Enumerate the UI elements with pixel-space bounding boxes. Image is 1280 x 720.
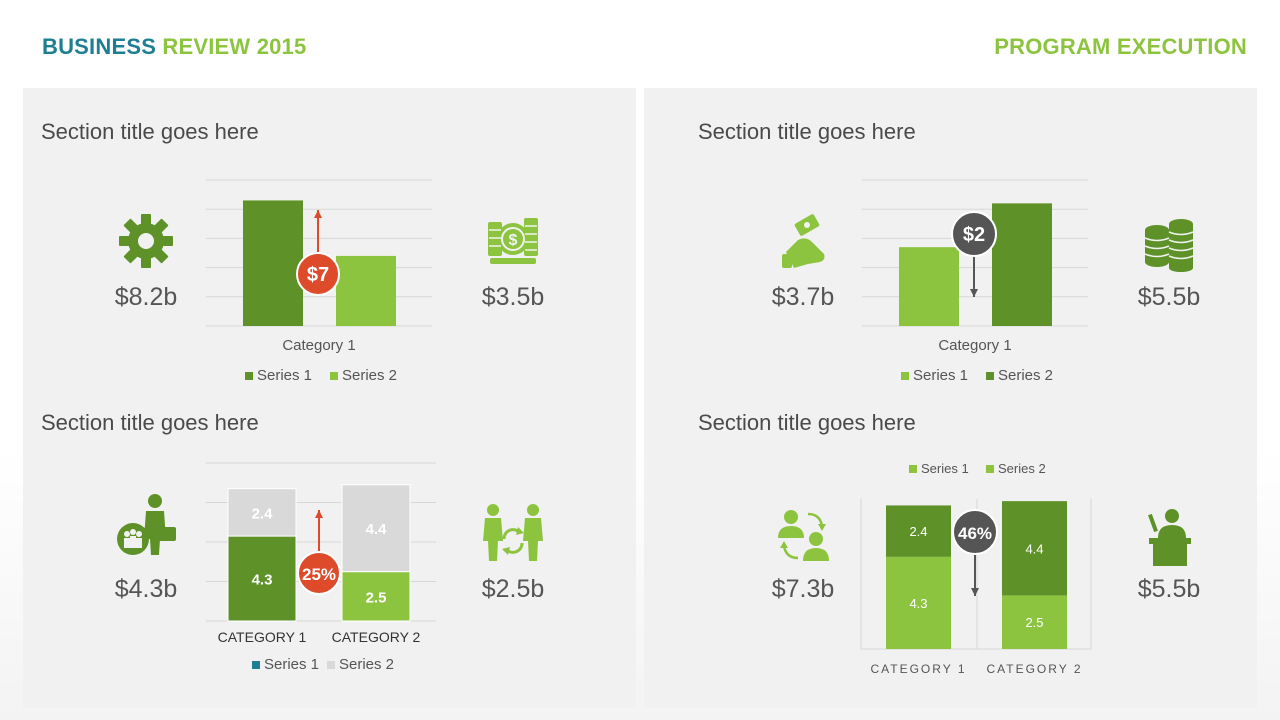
page-subtitle: PROGRAM EXECUTION [994, 34, 1247, 59]
badge-circle [952, 509, 998, 555]
people-exchange-icon [483, 504, 543, 561]
data-label: 2.5 [366, 589, 387, 606]
section-1-right-value: $3.5b [481, 283, 545, 311]
chart-1: Category 1 Series 1 Series 2 $7 [206, 179, 432, 384]
legend-swatch [986, 372, 994, 380]
x-tick-label: CATEGORY 2 [986, 662, 1082, 676]
badge-arrow-head [971, 588, 979, 596]
legend-label: Series 2 [998, 367, 1053, 384]
chart-4: Series 1 Series 2 4.3 2.4 CATEGORY 1 2.5 4.4 CA… [860, 461, 1092, 676]
data-label: 2.4 [252, 505, 274, 522]
section-1-left-value: $8.2b [114, 283, 178, 311]
data-label: 4.3 [909, 596, 927, 611]
section-title-1: Section title goes here [41, 119, 259, 144]
legend-swatch [901, 372, 909, 380]
bar-series-1 [899, 247, 959, 326]
legend-swatch [252, 661, 260, 669]
badge-label: 25% [302, 565, 336, 584]
data-label: 4.3 [252, 572, 273, 589]
section-title-2: Section title goes here [698, 119, 916, 144]
bar-segment [227, 488, 297, 537]
data-label: 4.4 [366, 521, 388, 538]
section-title-4: Section title goes here [698, 410, 916, 435]
bar-segment [227, 535, 297, 622]
left-panel [23, 88, 636, 708]
legend-label: Series 1 [264, 656, 319, 673]
data-label: 2.5 [1025, 615, 1043, 630]
title-part2: REVIEW 2015 [162, 34, 307, 59]
bar-segment [341, 484, 411, 573]
badge-label: $2 [963, 224, 985, 246]
badge-arrow-head [314, 210, 322, 218]
legend-swatch [330, 372, 338, 380]
bar-segment [1002, 501, 1067, 596]
legend-label: Series 1 [921, 461, 969, 476]
section-title-3: Section title goes here [41, 410, 259, 435]
bar-series-2 [992, 203, 1052, 326]
legend-label: Series 1 [913, 367, 968, 384]
bar-series-1 [243, 200, 303, 326]
section-2-right-value: $5.5b [1137, 283, 1201, 311]
businessman-team-icon [117, 494, 176, 555]
svg-text:$: $ [509, 232, 518, 249]
legend-swatch [327, 661, 335, 669]
legend-swatch [986, 465, 994, 473]
x-tick-label: CATEGORY 1 [870, 662, 966, 676]
badge-circle [296, 252, 340, 296]
legend-label: Series 2 [342, 367, 397, 384]
section-2-left-value: $3.7b [771, 283, 835, 311]
bar-segment [886, 556, 951, 649]
badge-label: 46% [958, 524, 992, 543]
badge-circle [297, 551, 341, 595]
x-tick-label: CATEGORY 2 [332, 629, 421, 645]
legend-swatch [909, 465, 917, 473]
section-3-left-value: $4.3b [114, 575, 178, 603]
page-title: BUSINESS REVIEW 2015 [42, 34, 306, 60]
legend-label: Series 2 [998, 461, 1046, 476]
user-swap-icon [778, 510, 829, 561]
section-3-right-value: $2.5b [481, 575, 545, 603]
x-tick-label: Category 1 [938, 337, 1011, 354]
x-tick-label: CATEGORY 1 [218, 629, 307, 645]
gear-icon [119, 214, 173, 268]
coin-stacks-icon [1144, 219, 1194, 272]
badge-circle [951, 211, 997, 257]
chart-2: Category 1 Series 1 Series 2 $2 [862, 179, 1088, 384]
badge-label: $7 [307, 264, 329, 286]
bar-segment [886, 505, 951, 557]
cash-hand-icon [782, 214, 825, 268]
legend-label: Series 1 [257, 367, 312, 384]
data-label: 2.4 [909, 524, 927, 539]
section-4-right-value: $5.5b [1137, 575, 1201, 603]
chart-3: 4.3 2.4 CATEGORY 1 2.5 4.4 CATEGORY 2 Series 1… [206, 462, 436, 673]
badge-arrow-head [970, 289, 978, 297]
x-tick-label: Category 1 [282, 337, 355, 354]
title-part1: BUSINESS [42, 34, 157, 59]
bar-segment [341, 571, 411, 622]
speaker-podium-icon [1148, 509, 1191, 566]
data-label: 4.4 [1025, 541, 1043, 556]
legend-label: Series 2 [339, 656, 394, 673]
money-stack-icon: $ [488, 218, 538, 264]
bar-series-2 [336, 255, 396, 326]
legend-swatch [245, 372, 253, 380]
badge-arrow-head [315, 510, 323, 518]
bar-segment [1002, 595, 1067, 649]
section-4-left-value: $7.3b [771, 575, 835, 603]
